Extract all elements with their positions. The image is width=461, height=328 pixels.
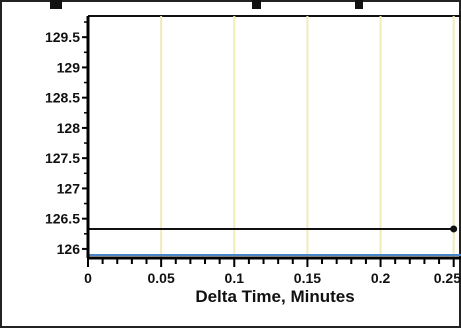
series-layer [88,225,461,256]
title-fragment-left [50,0,62,9]
x-tick-label-0: 0 [84,270,92,286]
y-ticks: 126 126.5 127 127.5 128 128.5 129 129.5 [45,21,88,257]
x-tick-label-3: 0.15 [294,270,321,286]
series-point-0 [450,225,458,233]
y-tick-label-0: 126 [57,241,81,257]
y-tick-label-7: 129.5 [45,29,80,45]
x-tick-label-2: 0.1 [225,270,245,286]
y-tick-label-2: 127 [57,180,81,196]
x-tick-label-4: 0.2 [371,270,391,286]
x-tick-label-1: 0.05 [148,270,175,286]
y-tick-label-3: 127.5 [45,150,80,166]
y-tick-label-6: 129 [57,59,81,75]
y-tick-label-1: 126.5 [45,211,80,227]
y-tick-label-4: 128 [57,120,81,136]
title-fragments [50,0,363,9]
title-fragment-right [355,0,363,9]
x-ticks: 0 0.05 0.1 0.15 0.2 0.25 [84,258,461,286]
x-tick-label-5: 0.25 [434,270,461,286]
title-fragment-mid [252,0,261,9]
grid-layer [160,16,455,258]
y-tick-label-5: 128.5 [45,90,80,106]
x-axis-title: Delta Time, Minutes [195,287,354,306]
axes-layer [86,16,461,260]
